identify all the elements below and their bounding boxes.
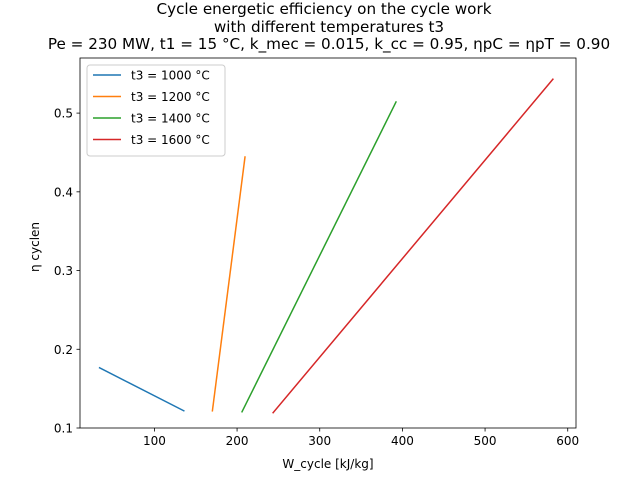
x-tick-label-2: 300: [308, 434, 331, 448]
series-line-3: [272, 78, 554, 414]
legend: t3 = 1000 °C t3 = 1200 °C t3 = 1400 °C t3 =…: [86, 64, 226, 157]
legend-label-3: t3 = 1600 °C: [131, 133, 210, 147]
y-axis-label: η cyclen: [28, 222, 42, 272]
series-line-0: [98, 366, 185, 412]
x-axis-label: W_cycle [kJ/kg]: [282, 457, 373, 471]
y-tick-label-4: 0.5: [54, 107, 73, 121]
x-tick-label-0: 100: [143, 434, 166, 448]
plot-area: 100 200 300 400 500 600 0.1 0.2 0.3 0.4 0.5: [54, 57, 579, 448]
x-tick-label-3: 400: [391, 434, 414, 448]
legend-label-2: t3 = 1400 °C: [131, 112, 210, 126]
chart-title-line-1: Cycle energetic efficiency on the cycle …: [156, 0, 491, 18]
legend-box: [86, 64, 226, 157]
x-tick-label-1: 200: [226, 434, 249, 448]
chart-title-line-3: Pe = 230 MW, t1 = 15 °C, k_mec = 0.015, …: [48, 35, 610, 54]
series-line-2: [240, 100, 398, 413]
axes-frame: [79, 57, 577, 429]
chart-title-line-2: with different temperatures t3: [214, 18, 444, 36]
x-tick-label-4: 500: [474, 434, 497, 448]
y-tick-label-0: 0.1: [54, 422, 73, 436]
x-tick-label-5: 600: [556, 434, 579, 448]
legend-label-0: t3 = 1000 °C: [131, 69, 210, 83]
y-tick-label-3: 0.4: [54, 185, 73, 199]
legend-label-1: t3 = 1200 °C: [131, 90, 210, 104]
y-tick-label-1: 0.2: [54, 343, 73, 357]
y-tick-label-2: 0.3: [54, 264, 73, 278]
series-line-1: [211, 156, 246, 412]
